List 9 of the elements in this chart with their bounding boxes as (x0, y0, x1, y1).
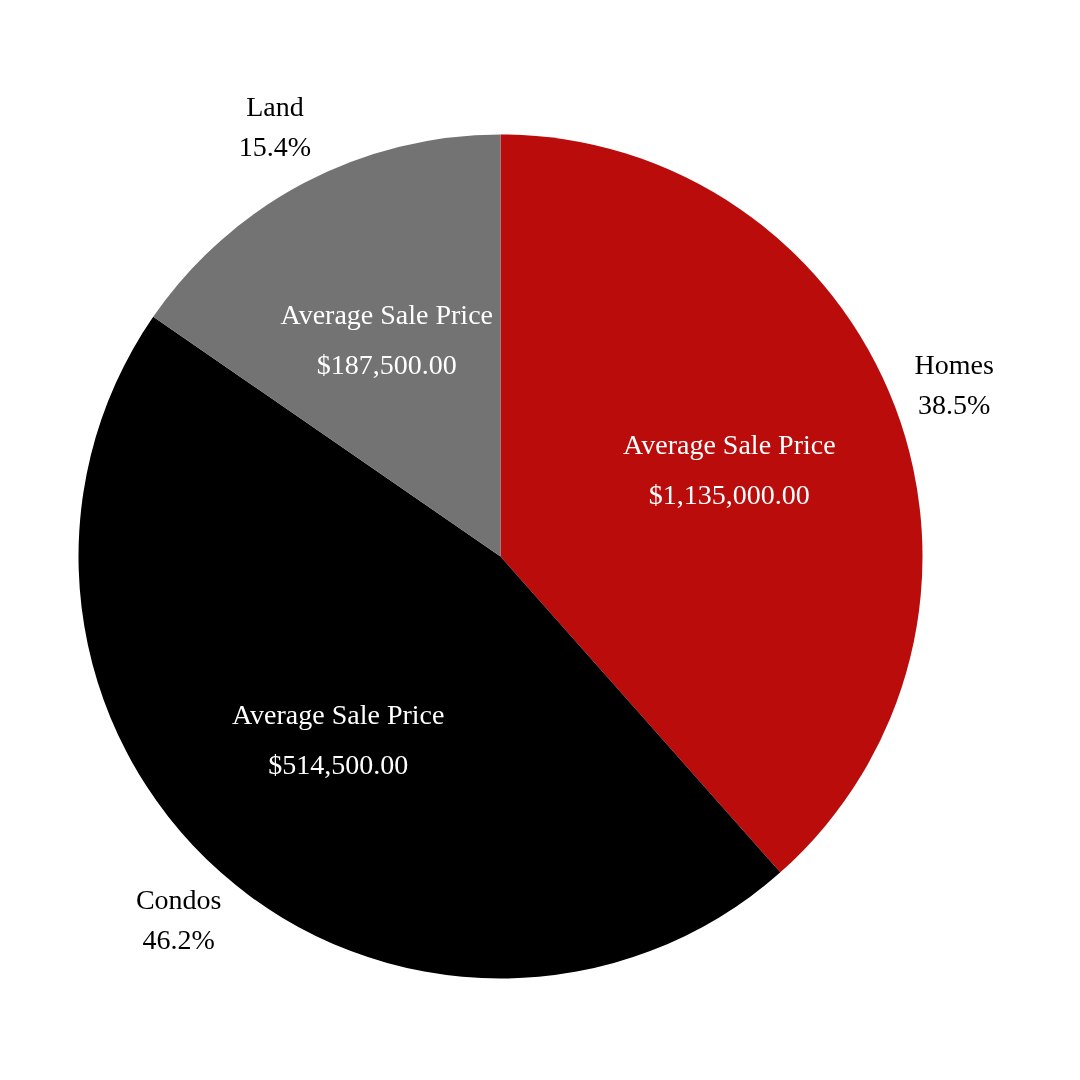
data-label: 46.2% (142, 924, 215, 956)
text: Average Sale Price $1,135,000.00 (623, 429, 836, 511)
text: Average Sale Price $187,500.00 (280, 299, 494, 381)
slice-label: Homes (914, 348, 994, 380)
data-label: 38.5% (918, 389, 991, 421)
text: Average Sale Price $514,500.00 (231, 699, 445, 781)
slice-label: Condos (135, 884, 222, 916)
slice-label: Land (246, 91, 304, 123)
data-label: 15.4% (238, 131, 312, 163)
